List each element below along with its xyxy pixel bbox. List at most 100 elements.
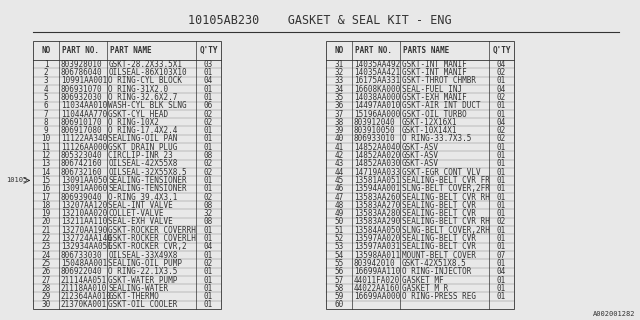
Text: 02: 02 — [204, 109, 213, 118]
Text: 02: 02 — [204, 118, 213, 127]
Text: 806742160: 806742160 — [61, 159, 102, 168]
Text: 44: 44 — [335, 168, 344, 177]
Text: 01: 01 — [497, 234, 506, 243]
Text: O RING-CYL BLOCK: O RING-CYL BLOCK — [108, 76, 182, 85]
Text: GSKT-EGR CONT VLV: GSKT-EGR CONT VLV — [401, 168, 480, 177]
Text: NO: NO — [335, 46, 344, 55]
Text: 53: 53 — [335, 242, 344, 251]
Text: 51: 51 — [335, 226, 344, 235]
Text: 04: 04 — [497, 60, 506, 69]
Text: GSKT-42X51X8.5: GSKT-42X51X8.5 — [401, 259, 467, 268]
Text: GSKT-ASV: GSKT-ASV — [401, 151, 438, 160]
Text: OILSEAL-33X49X8: OILSEAL-33X49X8 — [108, 251, 178, 260]
Text: NO: NO — [42, 46, 51, 55]
Text: OILSEAL-42X55X8: OILSEAL-42X55X8 — [108, 159, 178, 168]
Text: 16: 16 — [42, 184, 51, 193]
Text: 14852AA020: 14852AA020 — [354, 151, 400, 160]
Text: 212364AA010: 212364AA010 — [61, 292, 111, 301]
Text: 36: 36 — [335, 101, 344, 110]
Text: 9: 9 — [44, 126, 48, 135]
Text: GSKT-INT MANIF: GSKT-INT MANIF — [401, 60, 467, 69]
Text: 13583AA270: 13583AA270 — [354, 201, 400, 210]
Text: 01: 01 — [204, 68, 213, 77]
Text: 11: 11 — [42, 143, 51, 152]
Text: 806922040: 806922040 — [61, 267, 102, 276]
Text: 01: 01 — [204, 292, 213, 301]
Text: 03: 03 — [204, 60, 213, 69]
Text: 58: 58 — [335, 284, 344, 293]
Text: 806939040: 806939040 — [61, 193, 102, 202]
Text: 12: 12 — [42, 151, 51, 160]
Text: GSKT-AIR INT DUCT: GSKT-AIR INT DUCT — [401, 101, 480, 110]
Text: 48: 48 — [335, 201, 344, 210]
Text: 01: 01 — [204, 276, 213, 284]
Text: 60: 60 — [335, 300, 344, 309]
Text: 02: 02 — [497, 93, 506, 102]
Text: 04: 04 — [204, 242, 213, 251]
Text: 01: 01 — [204, 300, 213, 309]
Text: 10105: 10105 — [6, 177, 28, 183]
Text: 13: 13 — [42, 159, 51, 168]
Text: 01: 01 — [497, 242, 506, 251]
Text: 04: 04 — [497, 267, 506, 276]
Text: 24: 24 — [42, 251, 51, 260]
Bar — [326, 41, 515, 309]
Text: CIRCLIP-INR 23: CIRCLIP-INR 23 — [108, 151, 173, 160]
Text: 22: 22 — [42, 234, 51, 243]
Text: 01: 01 — [497, 101, 506, 110]
Text: 806733030: 806733030 — [61, 251, 102, 260]
Text: SEALING-BELT CVR: SEALING-BELT CVR — [401, 201, 476, 210]
Text: 01: 01 — [204, 126, 213, 135]
Text: 45: 45 — [335, 176, 344, 185]
Text: GSKT-28.2X33.5X1: GSKT-28.2X33.5X1 — [108, 60, 182, 69]
Text: O RING-PRESS REG: O RING-PRESS REG — [401, 292, 476, 301]
Text: 11034AA010: 11034AA010 — [61, 101, 107, 110]
Text: 01: 01 — [204, 184, 213, 193]
Text: 40: 40 — [335, 134, 344, 143]
Text: Q'TY: Q'TY — [199, 46, 218, 55]
Text: 21118AA010: 21118AA010 — [61, 284, 107, 293]
Text: 31: 31 — [335, 60, 344, 69]
Text: GSKT-CYL HEAD: GSKT-CYL HEAD — [108, 109, 168, 118]
Text: 01: 01 — [497, 176, 506, 185]
Text: 13583AA260: 13583AA260 — [354, 193, 400, 202]
Text: 02: 02 — [497, 126, 506, 135]
Text: 08: 08 — [204, 151, 213, 160]
Text: GSKT-INT MANIF: GSKT-INT MANIF — [401, 68, 467, 77]
Text: GSKT-OIL COOLER: GSKT-OIL COOLER — [108, 300, 178, 309]
Text: 52: 52 — [335, 234, 344, 243]
Text: 32: 32 — [204, 209, 213, 218]
Text: 14719AA033: 14719AA033 — [354, 168, 400, 177]
Text: SEALING-TENSIONER: SEALING-TENSIONER — [108, 184, 187, 193]
Text: 02: 02 — [204, 193, 213, 202]
Text: 33: 33 — [335, 76, 344, 85]
Text: 13598AA011: 13598AA011 — [354, 251, 400, 260]
Text: 38: 38 — [335, 118, 344, 127]
Text: 15196AA000: 15196AA000 — [354, 109, 400, 118]
Text: 46: 46 — [335, 184, 344, 193]
Text: 13583AA290: 13583AA290 — [354, 217, 400, 227]
Text: 5: 5 — [44, 93, 48, 102]
Text: GSKT-EXH MANIF: GSKT-EXH MANIF — [401, 93, 467, 102]
Text: 01: 01 — [497, 226, 506, 235]
Text: SEAL-FUEL INJ: SEAL-FUEL INJ — [401, 84, 461, 94]
Text: SEALING-BELT CVR: SEALING-BELT CVR — [401, 242, 476, 251]
Text: O RING-INJECTOR: O RING-INJECTOR — [401, 267, 471, 276]
Text: O RING-32.6X2.7: O RING-32.6X2.7 — [108, 93, 178, 102]
Text: 29: 29 — [42, 292, 51, 301]
Text: SLNG-BELT COVER,2FR: SLNG-BELT COVER,2FR — [401, 184, 490, 193]
Text: 04: 04 — [497, 118, 506, 127]
Text: SEALING-OIL PUMP: SEALING-OIL PUMP — [108, 259, 182, 268]
Text: GSKT-12X16X1: GSKT-12X16X1 — [401, 118, 457, 127]
Text: 08: 08 — [204, 201, 213, 210]
Text: 803928010: 803928010 — [61, 60, 102, 69]
Text: 21114AA051: 21114AA051 — [61, 276, 107, 284]
Text: 44011FA020: 44011FA020 — [354, 276, 400, 284]
Text: 10991AA001: 10991AA001 — [61, 76, 107, 85]
Text: 14852AA030: 14852AA030 — [354, 159, 400, 168]
Text: 01: 01 — [204, 234, 213, 243]
Text: PART NO.: PART NO. — [62, 46, 99, 55]
Text: SEALING-OIL PAN: SEALING-OIL PAN — [108, 134, 178, 143]
Text: SLNG-BELT COVER,2RH: SLNG-BELT COVER,2RH — [401, 226, 490, 235]
Text: 806910170: 806910170 — [61, 118, 102, 127]
